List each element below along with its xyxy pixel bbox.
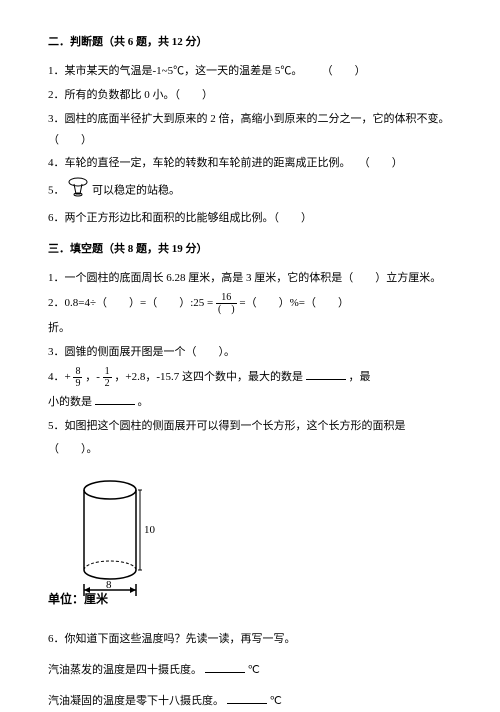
answer-blank — [95, 393, 135, 405]
s3-q3: 3．圆锥的侧面展开图是一个（ ）。 — [48, 342, 452, 363]
s3-q6-line2-prefix: 汽油凝固的温度是零下十八摄氏度。 — [48, 695, 224, 707]
s2-q5-prefix: 5． — [48, 185, 65, 197]
section-2-title: 二．判断题（共 6 题，共 12 分） — [48, 32, 452, 53]
s2-q6: 6．两个正方形边比和面积的比能够组成比例。（ ） — [48, 208, 452, 229]
s3-q2-line2: 折。 — [48, 318, 452, 339]
s2-q5-text: 可以稳定的站稳。 — [92, 185, 180, 197]
frac-den: 2 — [103, 378, 112, 389]
frac-num: 1 — [103, 366, 112, 378]
s3-q6-line1: 汽油蒸发的温度是四十摄氏度。 ℃ — [48, 660, 452, 681]
s3-q4-mid3: ，最 — [349, 371, 371, 383]
s2-q1-text: 1．某市某天的气温是-1~5℃，这一天的温差是 5℃。 — [48, 65, 302, 77]
fraction-8-9: 8 9 — [73, 366, 82, 389]
s3-q2: 2．0.8=4÷（ ）=（ ）:25 = 16 ( ) =（ ）%=（ ） — [48, 292, 452, 315]
s3-q2-prefix: 2．0.8=4÷（ ）=（ ）:25 = — [48, 297, 216, 309]
frac-den: 9 — [73, 378, 82, 389]
s3-q6-line2-suffix: ℃ — [270, 695, 282, 707]
s3-q2-suffix: =（ ）%=（ ） — [239, 297, 349, 309]
answer-blank — [227, 692, 267, 704]
s3-q4-mid2: ，+2.8，-15.7 这四个数中，最大的数是 — [114, 371, 303, 383]
section-3-title: 三．填空题（共 8 题，共 19 分） — [48, 239, 452, 260]
s3-q4: 4．+ 8 9 ，- 1 2 ，+2.8，-15.7 这四个数中，最大的数是 ，… — [48, 366, 452, 389]
lamp-icon — [67, 177, 89, 205]
cylinder-figure: 10 8 单位：厘米 — [68, 478, 452, 611]
frac-num: 16 — [216, 292, 237, 304]
s2-q4-text: 4．车轮的直径一定，车轮的转数和车轮前进的距离成正比例。 — [48, 157, 351, 169]
s3-q4-line2-suffix: 。 — [138, 396, 149, 408]
s2-q2: 2．所有的负数都比 0 小。（ ） — [48, 85, 452, 106]
frac-num: 8 — [73, 366, 82, 378]
s3-q6-line1-prefix: 汽油蒸发的温度是四十摄氏度。 — [48, 664, 202, 676]
fraction-1-2: 1 2 — [103, 366, 112, 389]
answer-blank — [306, 368, 346, 380]
s3-q1: 1．一个圆柱的底面周长 6.28 厘米，高是 3 厘米，它的体积是（ ）立方厘米… — [48, 268, 452, 289]
s3-q4-mid1: ，- — [85, 371, 102, 383]
s3-q5: 5．如图把这个圆柱的侧面展开可以得到一个长方形，这个长方形的面积是 — [48, 416, 452, 437]
s3-q5-line2: （ ）。 — [48, 439, 452, 460]
frac-den: ( ) — [216, 304, 237, 315]
s3-q4-prefix: 4．+ — [48, 371, 73, 383]
s3-q6-line1-suffix: ℃ — [248, 664, 260, 676]
s2-q1: 1．某市某天的气温是-1~5℃，这一天的温差是 5℃。 （ ） — [48, 61, 452, 82]
s3-q6-line2: 汽油凝固的温度是零下十八摄氏度。 ℃ — [48, 691, 452, 712]
height-label: 10 — [144, 524, 156, 536]
s2-q4: 4．车轮的直径一定，车轮的转数和车轮前进的距离成正比例。 （ ） — [48, 153, 452, 174]
s3-q6: 6．你知道下面这些温度吗？先读一读，再写一写。 — [48, 629, 452, 650]
answer-blank — [205, 661, 245, 673]
s2-q5: 5． 可以稳定的站稳。 — [48, 177, 452, 205]
blank-paren: （ ） — [305, 65, 366, 77]
blank-paren: （ ） — [353, 157, 403, 169]
s3-q4-line2: 小的数是 。 — [48, 392, 452, 413]
fraction-16: 16 ( ) — [216, 292, 237, 315]
s3-q4-line2-prefix: 小的数是 — [48, 396, 92, 408]
s2-q3: 3．圆柱的底面半径扩大到原来的 2 倍，高缩小到原来的二分之一，它的体积不变。（… — [48, 109, 452, 151]
